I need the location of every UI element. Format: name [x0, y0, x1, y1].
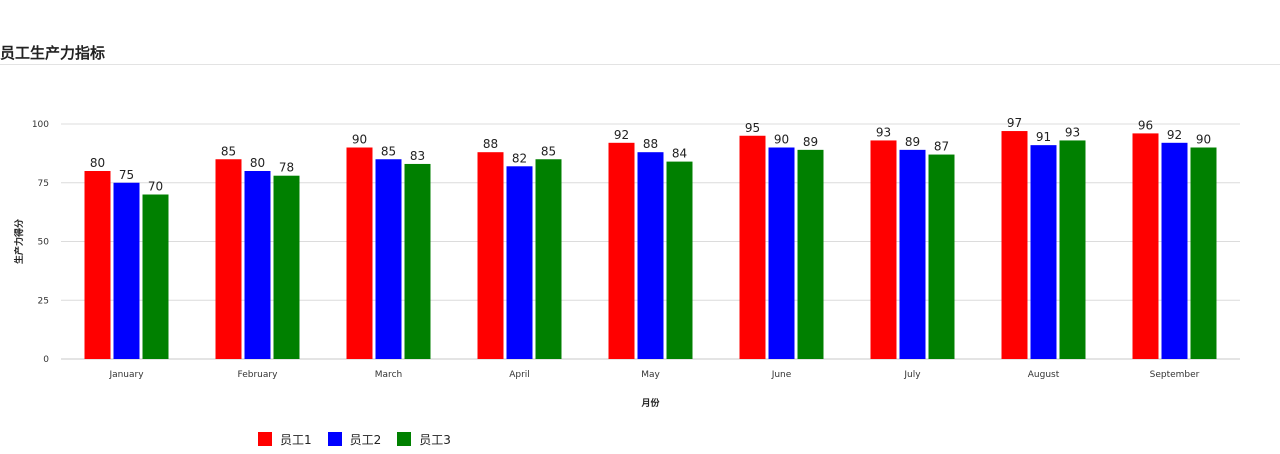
bar	[739, 135, 766, 359]
y-tick-label: 75	[38, 179, 49, 189]
data-label: 70	[148, 180, 163, 194]
bar	[404, 163, 431, 359]
data-label: 97	[1007, 116, 1022, 130]
data-label: 93	[876, 125, 891, 139]
y-axis-title: 生产力得分	[13, 219, 25, 264]
legend-item[interactable]: 员工1	[258, 431, 312, 448]
x-tick-label: August	[1028, 370, 1060, 380]
data-label: 90	[774, 133, 789, 147]
data-label: 85	[221, 144, 236, 158]
bar	[1059, 140, 1086, 359]
bar	[535, 159, 562, 359]
legend-item[interactable]: 员工2	[327, 431, 382, 448]
data-label: 88	[483, 137, 498, 151]
bar	[928, 154, 955, 359]
data-label: 84	[672, 147, 687, 161]
data-label: 78	[279, 161, 294, 175]
bar	[768, 147, 795, 359]
bar	[899, 149, 926, 359]
legend-label: 员工3	[419, 432, 451, 447]
x-axis-title: 月份	[640, 397, 660, 409]
x-tick-label: July	[903, 370, 921, 380]
chart-title: 员工生产力指标	[0, 44, 106, 62]
data-label: 85	[541, 144, 556, 158]
y-tick-label: 50	[38, 238, 50, 248]
data-label: 93	[1065, 125, 1080, 139]
bar	[142, 194, 169, 359]
bar	[244, 171, 271, 359]
data-label: 89	[905, 135, 920, 149]
bar	[113, 182, 140, 359]
legend-item[interactable]: 员工3	[397, 431, 451, 448]
legend-swatch	[327, 432, 342, 446]
bar	[1001, 131, 1028, 359]
bar	[870, 140, 897, 359]
bar	[84, 171, 111, 359]
data-label: 80	[90, 156, 105, 170]
bar	[797, 149, 824, 359]
data-label: 82	[512, 151, 527, 165]
y-tick-label: 0	[43, 355, 49, 365]
bar	[477, 152, 504, 359]
y-tick-label: 25	[38, 296, 49, 306]
x-tick-label: March	[375, 370, 402, 380]
data-label: 92	[614, 128, 629, 142]
data-label: 96	[1138, 118, 1153, 132]
bar	[346, 147, 373, 359]
legend-label: 员工1	[280, 432, 312, 447]
bar	[666, 161, 693, 359]
legend-label: 员工2	[349, 432, 382, 447]
x-tick-label: September	[1150, 370, 1200, 380]
data-label: 85	[381, 144, 396, 158]
data-label: 90	[1196, 133, 1211, 147]
bar	[1030, 145, 1057, 359]
x-tick-label: May	[641, 370, 660, 380]
data-label: 95	[745, 121, 760, 135]
bar	[1132, 133, 1159, 359]
chart-legend: 员工1 员工2 员工3	[258, 431, 467, 447]
bar	[608, 142, 635, 359]
chart-header: 员工生产力指标	[0, 40, 1280, 65]
data-label: 89	[803, 135, 818, 149]
bar	[215, 159, 242, 359]
x-tick-label: February	[238, 370, 279, 380]
y-tick-label: 100	[32, 120, 49, 130]
data-label: 75	[119, 168, 134, 182]
data-label: 92	[1167, 128, 1182, 142]
data-label: 91	[1036, 130, 1051, 144]
data-label: 80	[250, 156, 265, 170]
bar	[273, 175, 300, 359]
bar	[375, 159, 402, 359]
data-label: 87	[934, 140, 949, 154]
data-label: 83	[410, 149, 425, 163]
bar	[1161, 142, 1188, 359]
x-tick-label: June	[771, 370, 792, 380]
bar	[637, 152, 664, 359]
x-tick-label: January	[108, 370, 144, 380]
data-label: 90	[352, 133, 367, 147]
legend-swatch	[397, 432, 412, 446]
legend-swatch	[258, 432, 272, 446]
x-tick-label: April	[509, 370, 530, 380]
data-label: 88	[643, 137, 658, 151]
bar	[1190, 147, 1217, 359]
bar	[506, 166, 533, 359]
